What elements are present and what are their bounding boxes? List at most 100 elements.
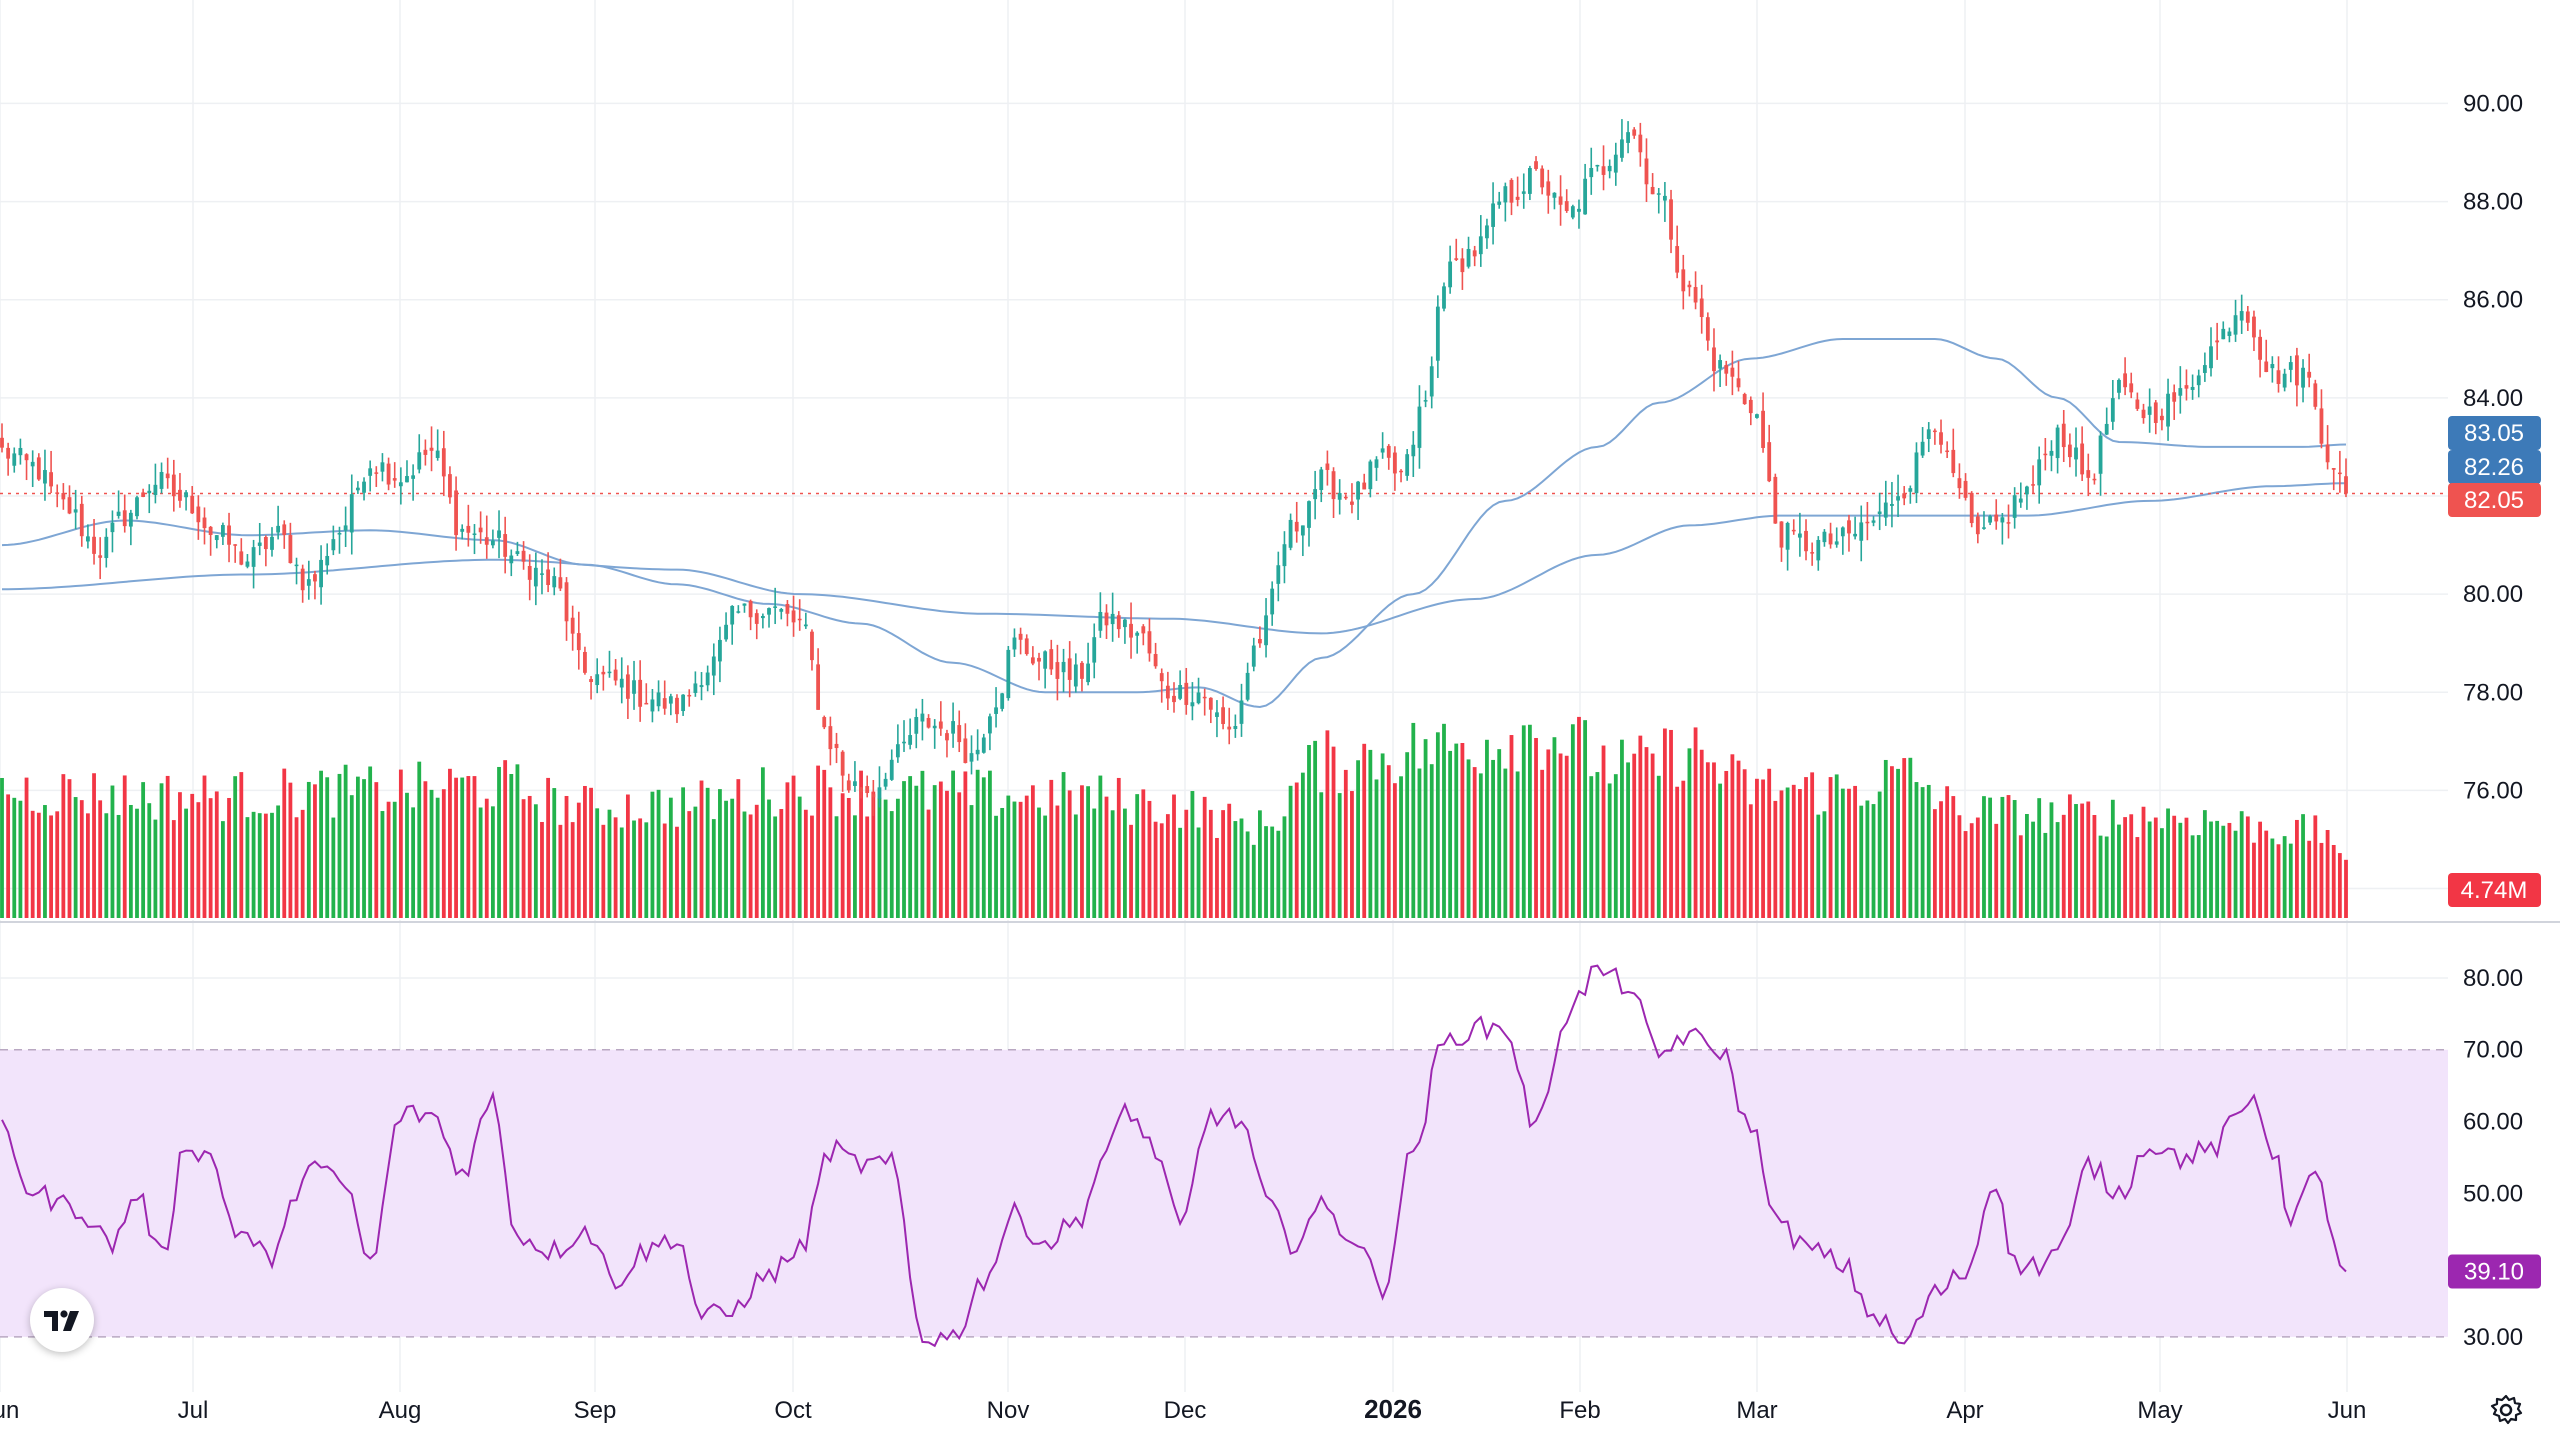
price-y-tick-label: 88.00 bbox=[2463, 189, 2523, 216]
volume-bar bbox=[178, 792, 182, 918]
candle-body bbox=[2025, 486, 2029, 495]
candle-body bbox=[2110, 398, 2115, 422]
volume-bar bbox=[300, 809, 305, 918]
volume-bar bbox=[484, 798, 489, 918]
candle-body bbox=[2209, 346, 2213, 369]
volume-bar bbox=[2061, 814, 2066, 918]
candle-body bbox=[509, 555, 514, 564]
volume-bar bbox=[2166, 808, 2170, 918]
candle-body bbox=[1650, 186, 1655, 195]
candle-body bbox=[1957, 478, 1962, 489]
volume-bar bbox=[1491, 759, 1495, 918]
x-tick-label: Feb bbox=[1559, 1397, 1600, 1424]
candle-body bbox=[30, 461, 35, 467]
volume-bar bbox=[1730, 754, 1735, 918]
volume-bar bbox=[779, 809, 784, 918]
volume-bar bbox=[589, 787, 593, 918]
volume-bar bbox=[1073, 814, 1078, 918]
volume-bar bbox=[190, 793, 195, 918]
volume-bar bbox=[889, 811, 894, 918]
ma-long-price-label-bg bbox=[2448, 450, 2541, 484]
volume-bar bbox=[895, 798, 900, 918]
candle-body bbox=[1662, 195, 1667, 201]
volume-bar bbox=[79, 800, 84, 918]
volume-bar bbox=[810, 815, 814, 918]
volume-bar bbox=[1386, 765, 1391, 918]
x-tick-label: Jun bbox=[2328, 1397, 2367, 1424]
candle-body bbox=[1626, 132, 1630, 143]
volume-bar bbox=[1589, 776, 1594, 918]
volume-bar bbox=[1417, 768, 1422, 918]
volume-bar bbox=[319, 770, 323, 918]
ma-short-price-label-bg bbox=[2448, 416, 2541, 450]
candle-body bbox=[190, 495, 195, 514]
volume-bar bbox=[754, 804, 759, 918]
candle-body bbox=[1534, 161, 1538, 169]
candle-body bbox=[1104, 612, 1109, 626]
candle-body bbox=[589, 679, 593, 683]
candle-body bbox=[1460, 258, 1465, 273]
volume-bar bbox=[1116, 777, 1121, 918]
candle-body bbox=[969, 753, 974, 762]
rsi-y-tick-label: 80.00 bbox=[2463, 965, 2523, 992]
volume-bar bbox=[509, 773, 514, 918]
volume-bar bbox=[2295, 819, 2299, 918]
x-tick-label: Dec bbox=[1164, 1397, 1207, 1424]
candle-body bbox=[2117, 379, 2121, 393]
tradingview-logo-icon[interactable] bbox=[30, 1288, 94, 1352]
volume-bar bbox=[877, 797, 882, 918]
candle-body bbox=[184, 492, 188, 498]
volume-bar bbox=[141, 782, 146, 918]
candle-body bbox=[1215, 712, 1219, 717]
volume-bar bbox=[2055, 822, 2060, 918]
volume-bar bbox=[1233, 821, 1238, 918]
volume-bar bbox=[1392, 783, 1397, 918]
candle-body bbox=[1319, 469, 1324, 491]
candle-body bbox=[1871, 520, 1876, 523]
volume-bar bbox=[355, 776, 360, 918]
candle-body bbox=[1589, 167, 1594, 178]
volume-bar bbox=[981, 777, 986, 918]
price-y-tick-label: 84.00 bbox=[2463, 385, 2523, 412]
volume-bar bbox=[1755, 778, 1759, 918]
candle-body bbox=[110, 522, 115, 533]
volume-bar bbox=[1037, 807, 1041, 918]
candle-body bbox=[1509, 179, 1514, 203]
candle-body bbox=[1797, 533, 1802, 538]
volume-bar bbox=[1601, 745, 1606, 918]
volume-bar bbox=[270, 812, 274, 918]
candle-body bbox=[1405, 454, 1410, 476]
volume-bar bbox=[227, 797, 231, 918]
candle-body bbox=[1853, 533, 1858, 537]
volume-bar bbox=[1356, 760, 1360, 918]
volume-bar bbox=[2270, 838, 2275, 918]
gear-icon[interactable] bbox=[2488, 1392, 2524, 1428]
volume-bar bbox=[2245, 816, 2250, 918]
volume-bar bbox=[945, 790, 949, 918]
candle-body bbox=[1055, 662, 1060, 679]
candle-body bbox=[2252, 316, 2256, 338]
candle-body bbox=[2129, 383, 2134, 393]
volume-bar bbox=[374, 782, 379, 918]
candle-body bbox=[1620, 139, 1624, 158]
candle-body bbox=[1264, 615, 1268, 646]
candle-body bbox=[2245, 311, 2250, 323]
candle-body bbox=[1270, 588, 1275, 615]
volume-bar bbox=[122, 775, 127, 918]
rsi-layer bbox=[1, 964, 2347, 1348]
volume-bar bbox=[2000, 796, 2005, 918]
volume-bar bbox=[1871, 804, 1876, 918]
volume-bar bbox=[1135, 794, 1140, 918]
candle-body bbox=[1736, 378, 1741, 388]
candle-body bbox=[1601, 166, 1606, 175]
volume-bar bbox=[1975, 817, 1980, 918]
candle-body bbox=[159, 472, 164, 489]
candle-body bbox=[546, 569, 551, 586]
candle-body bbox=[386, 463, 391, 485]
rsi-y-tick-label: 70.00 bbox=[2463, 1037, 2523, 1064]
candle-body bbox=[1331, 471, 1336, 500]
volume-bar bbox=[1294, 782, 1299, 918]
volume-bar bbox=[220, 821, 225, 918]
